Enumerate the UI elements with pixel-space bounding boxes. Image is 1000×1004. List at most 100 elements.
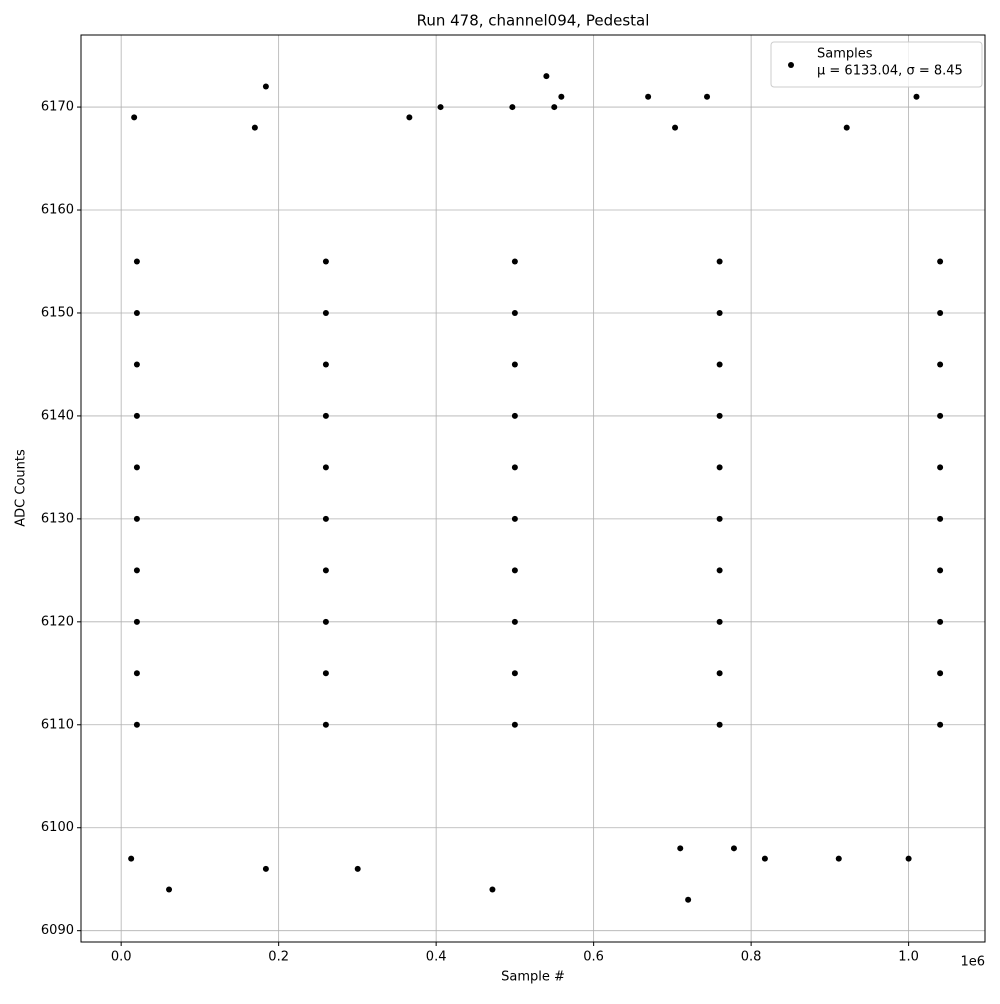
x-axis-label: Sample # (501, 970, 565, 985)
y-tick-label: 6120 (41, 614, 74, 629)
point (685, 896, 692, 903)
y-tick-label: 6100 (41, 820, 74, 835)
point (133, 309, 140, 316)
point (543, 73, 550, 80)
y-tick-label: 6090 (41, 923, 74, 938)
point (937, 361, 944, 368)
point (322, 567, 329, 574)
point (133, 721, 140, 728)
point (704, 93, 711, 100)
point (511, 258, 518, 265)
legend-box (770, 41, 983, 88)
point (251, 124, 258, 131)
x-tick-label: 0.2 (268, 950, 289, 965)
point (716, 515, 723, 522)
x-tick-label: 0.8 (741, 950, 762, 965)
point (937, 721, 944, 728)
point (128, 855, 135, 862)
point (716, 721, 723, 728)
point (322, 412, 329, 419)
point (437, 104, 444, 111)
point (133, 670, 140, 677)
point (937, 618, 944, 625)
legend-marker (788, 62, 794, 68)
point (133, 464, 140, 471)
point (835, 855, 842, 862)
y-tick-label: 6150 (41, 305, 74, 320)
point (131, 114, 138, 121)
point (511, 361, 518, 368)
point (730, 845, 737, 852)
point (322, 361, 329, 368)
point (133, 515, 140, 522)
y-tick-label: 6170 (41, 100, 74, 115)
y-tick-label: 6140 (41, 408, 74, 423)
point (511, 464, 518, 471)
point (489, 886, 496, 893)
point (322, 515, 329, 522)
point (677, 845, 684, 852)
point (716, 618, 723, 625)
point (937, 258, 944, 265)
point (322, 258, 329, 265)
point (511, 670, 518, 677)
point (913, 93, 920, 100)
y-axis-label: ADC Counts (14, 449, 29, 527)
x-tick-label: 0.0 (111, 950, 132, 965)
point (645, 93, 652, 100)
point (511, 567, 518, 574)
point (937, 567, 944, 574)
point (133, 258, 140, 265)
point (322, 309, 329, 316)
point (322, 721, 329, 728)
point (262, 83, 269, 90)
point (322, 670, 329, 677)
x-tick-label: 0.4 (426, 950, 447, 965)
point (761, 855, 768, 862)
x-offset-label: 1e6 (960, 955, 985, 970)
point (133, 412, 140, 419)
point (133, 567, 140, 574)
point (937, 464, 944, 471)
point (716, 412, 723, 419)
point (511, 618, 518, 625)
y-tick-label: 6160 (41, 203, 74, 218)
point (133, 618, 140, 625)
point (511, 721, 518, 728)
point (672, 124, 679, 131)
legend-label: Samples (817, 47, 873, 62)
point (937, 412, 944, 419)
point (558, 93, 565, 100)
chart-title: Run 478, channel094, Pedestal (417, 12, 650, 30)
point (133, 361, 140, 368)
point (843, 124, 850, 131)
point (716, 258, 723, 265)
point (406, 114, 413, 121)
point (716, 567, 723, 574)
point (716, 309, 723, 316)
point (511, 412, 518, 419)
point (511, 309, 518, 316)
point (716, 670, 723, 677)
point (937, 515, 944, 522)
y-tick-label: 6110 (41, 717, 74, 732)
point (905, 855, 912, 862)
y-tick-label: 6130 (41, 511, 74, 526)
point (511, 515, 518, 522)
point (937, 309, 944, 316)
point (166, 886, 173, 893)
point (937, 670, 944, 677)
point (262, 865, 269, 872)
plot-frame (80, 34, 986, 943)
point (509, 104, 516, 111)
x-tick-label: 0.6 (583, 950, 604, 965)
point (322, 464, 329, 471)
point (551, 104, 558, 111)
legend-note: μ = 6133.04, σ = 8.45 (817, 64, 963, 79)
x-tick-label: 1.0 (898, 950, 919, 965)
point (354, 865, 361, 872)
point (322, 618, 329, 625)
point (716, 361, 723, 368)
point (716, 464, 723, 471)
